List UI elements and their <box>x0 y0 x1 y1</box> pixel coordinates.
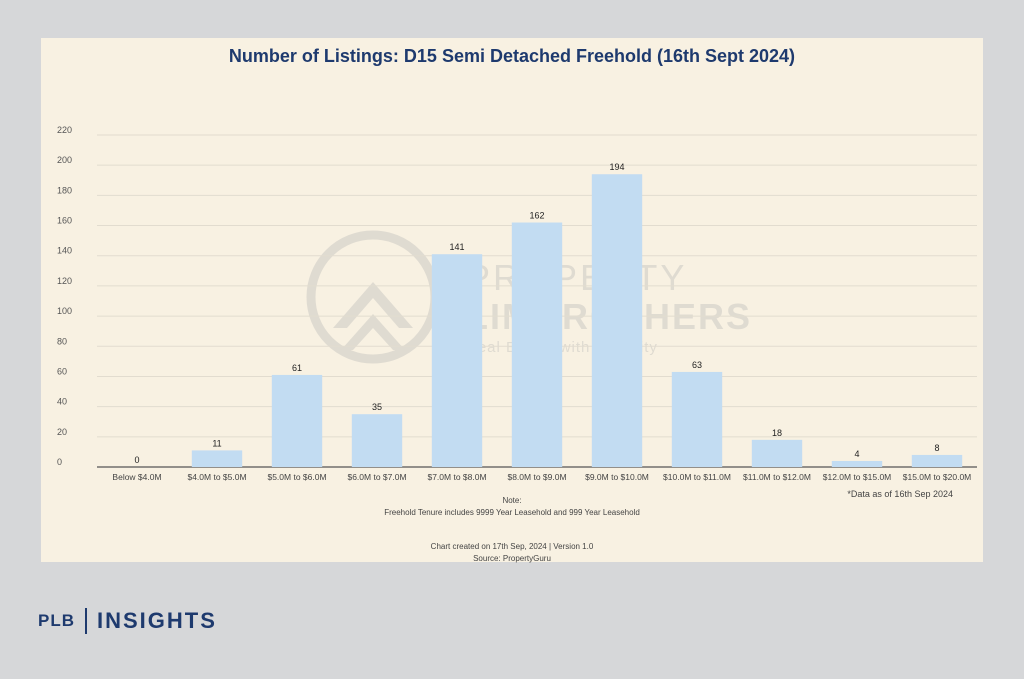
y-tick-label: 20 <box>57 427 67 437</box>
source-note: Source: PropertyGuru <box>473 554 551 563</box>
tenure-note: Freehold Tenure includes 9999 Year Lease… <box>384 508 640 517</box>
brand-divider <box>85 608 87 634</box>
bar <box>271 374 323 467</box>
bar-value-label: 63 <box>692 360 702 370</box>
bar <box>591 174 643 467</box>
x-tick-label: $4.0M to $5.0M <box>187 472 246 482</box>
bar-value-label: 11 <box>212 438 221 448</box>
bar-value-label: 0 <box>134 455 139 465</box>
bar <box>351 414 403 467</box>
bar-chart: PROPERTY LIMBROTHERS Real Estate with In… <box>57 125 977 482</box>
bar-value-label: 61 <box>292 363 302 373</box>
y-tick-label: 220 <box>57 125 72 135</box>
brand-insights: INSIGHTS <box>97 608 217 633</box>
x-tick-label: $10.0M to $11.0M <box>663 472 731 482</box>
bar-value-label: 4 <box>854 449 859 459</box>
chart-title: Number of Listings: D15 Semi Detached Fr… <box>228 46 796 66</box>
y-tick-label: 0 <box>57 457 62 467</box>
data-date-note: *Data as of 16th Sep 2024 <box>847 489 953 499</box>
y-tick-label: 60 <box>57 366 67 376</box>
y-tick-label: 100 <box>57 306 72 316</box>
x-tick-label: $15.0M to $20.0M <box>903 472 972 482</box>
bar-value-label: 8 <box>934 443 939 453</box>
watermark-line1: PROPERTY <box>466 257 687 298</box>
y-tick-label: 80 <box>57 336 67 346</box>
y-tick-label: 120 <box>57 276 72 286</box>
chart-card: Number of Listings: D15 Semi Detached Fr… <box>41 38 983 563</box>
bar <box>671 371 723 467</box>
y-tick-label: 160 <box>57 216 72 226</box>
y-tick-label: 140 <box>57 246 72 256</box>
bar <box>511 222 563 467</box>
bar <box>911 454 963 467</box>
brand-plb: PLB <box>38 611 75 630</box>
x-tick-label: $6.0M to $7.0M <box>347 472 406 482</box>
x-tick-label: $11.0M to $12.0M <box>743 472 811 482</box>
bar-value-label: 141 <box>449 242 464 252</box>
bar <box>751 439 803 467</box>
bar-value-label: 194 <box>609 162 624 172</box>
x-tick-label: $7.0M to $8.0M <box>427 472 486 482</box>
bar <box>191 450 243 467</box>
created-note: Chart created on 17th Sep, 2024 | Versio… <box>430 542 594 551</box>
bar <box>431 254 483 467</box>
note-heading: Note: <box>502 496 522 505</box>
bar-value-label: 162 <box>529 211 544 221</box>
bar-value-label: 35 <box>372 402 382 412</box>
brand-logo: PLB INSIGHTS <box>38 606 217 636</box>
y-tick-label: 40 <box>57 397 67 407</box>
y-tick-label: 180 <box>57 185 72 195</box>
bar <box>831 460 883 467</box>
bar-value-label: 18 <box>772 428 782 438</box>
x-tick-label: $8.0M to $9.0M <box>507 472 566 482</box>
x-tick-label: $12.0M to $15.0M <box>823 472 892 482</box>
y-tick-label: 200 <box>57 155 72 165</box>
x-tick-label: Below $4.0M <box>112 472 161 482</box>
x-tick-label: $5.0M to $6.0M <box>267 472 326 482</box>
x-tick-label: $9.0M to $10.0M <box>585 472 649 482</box>
